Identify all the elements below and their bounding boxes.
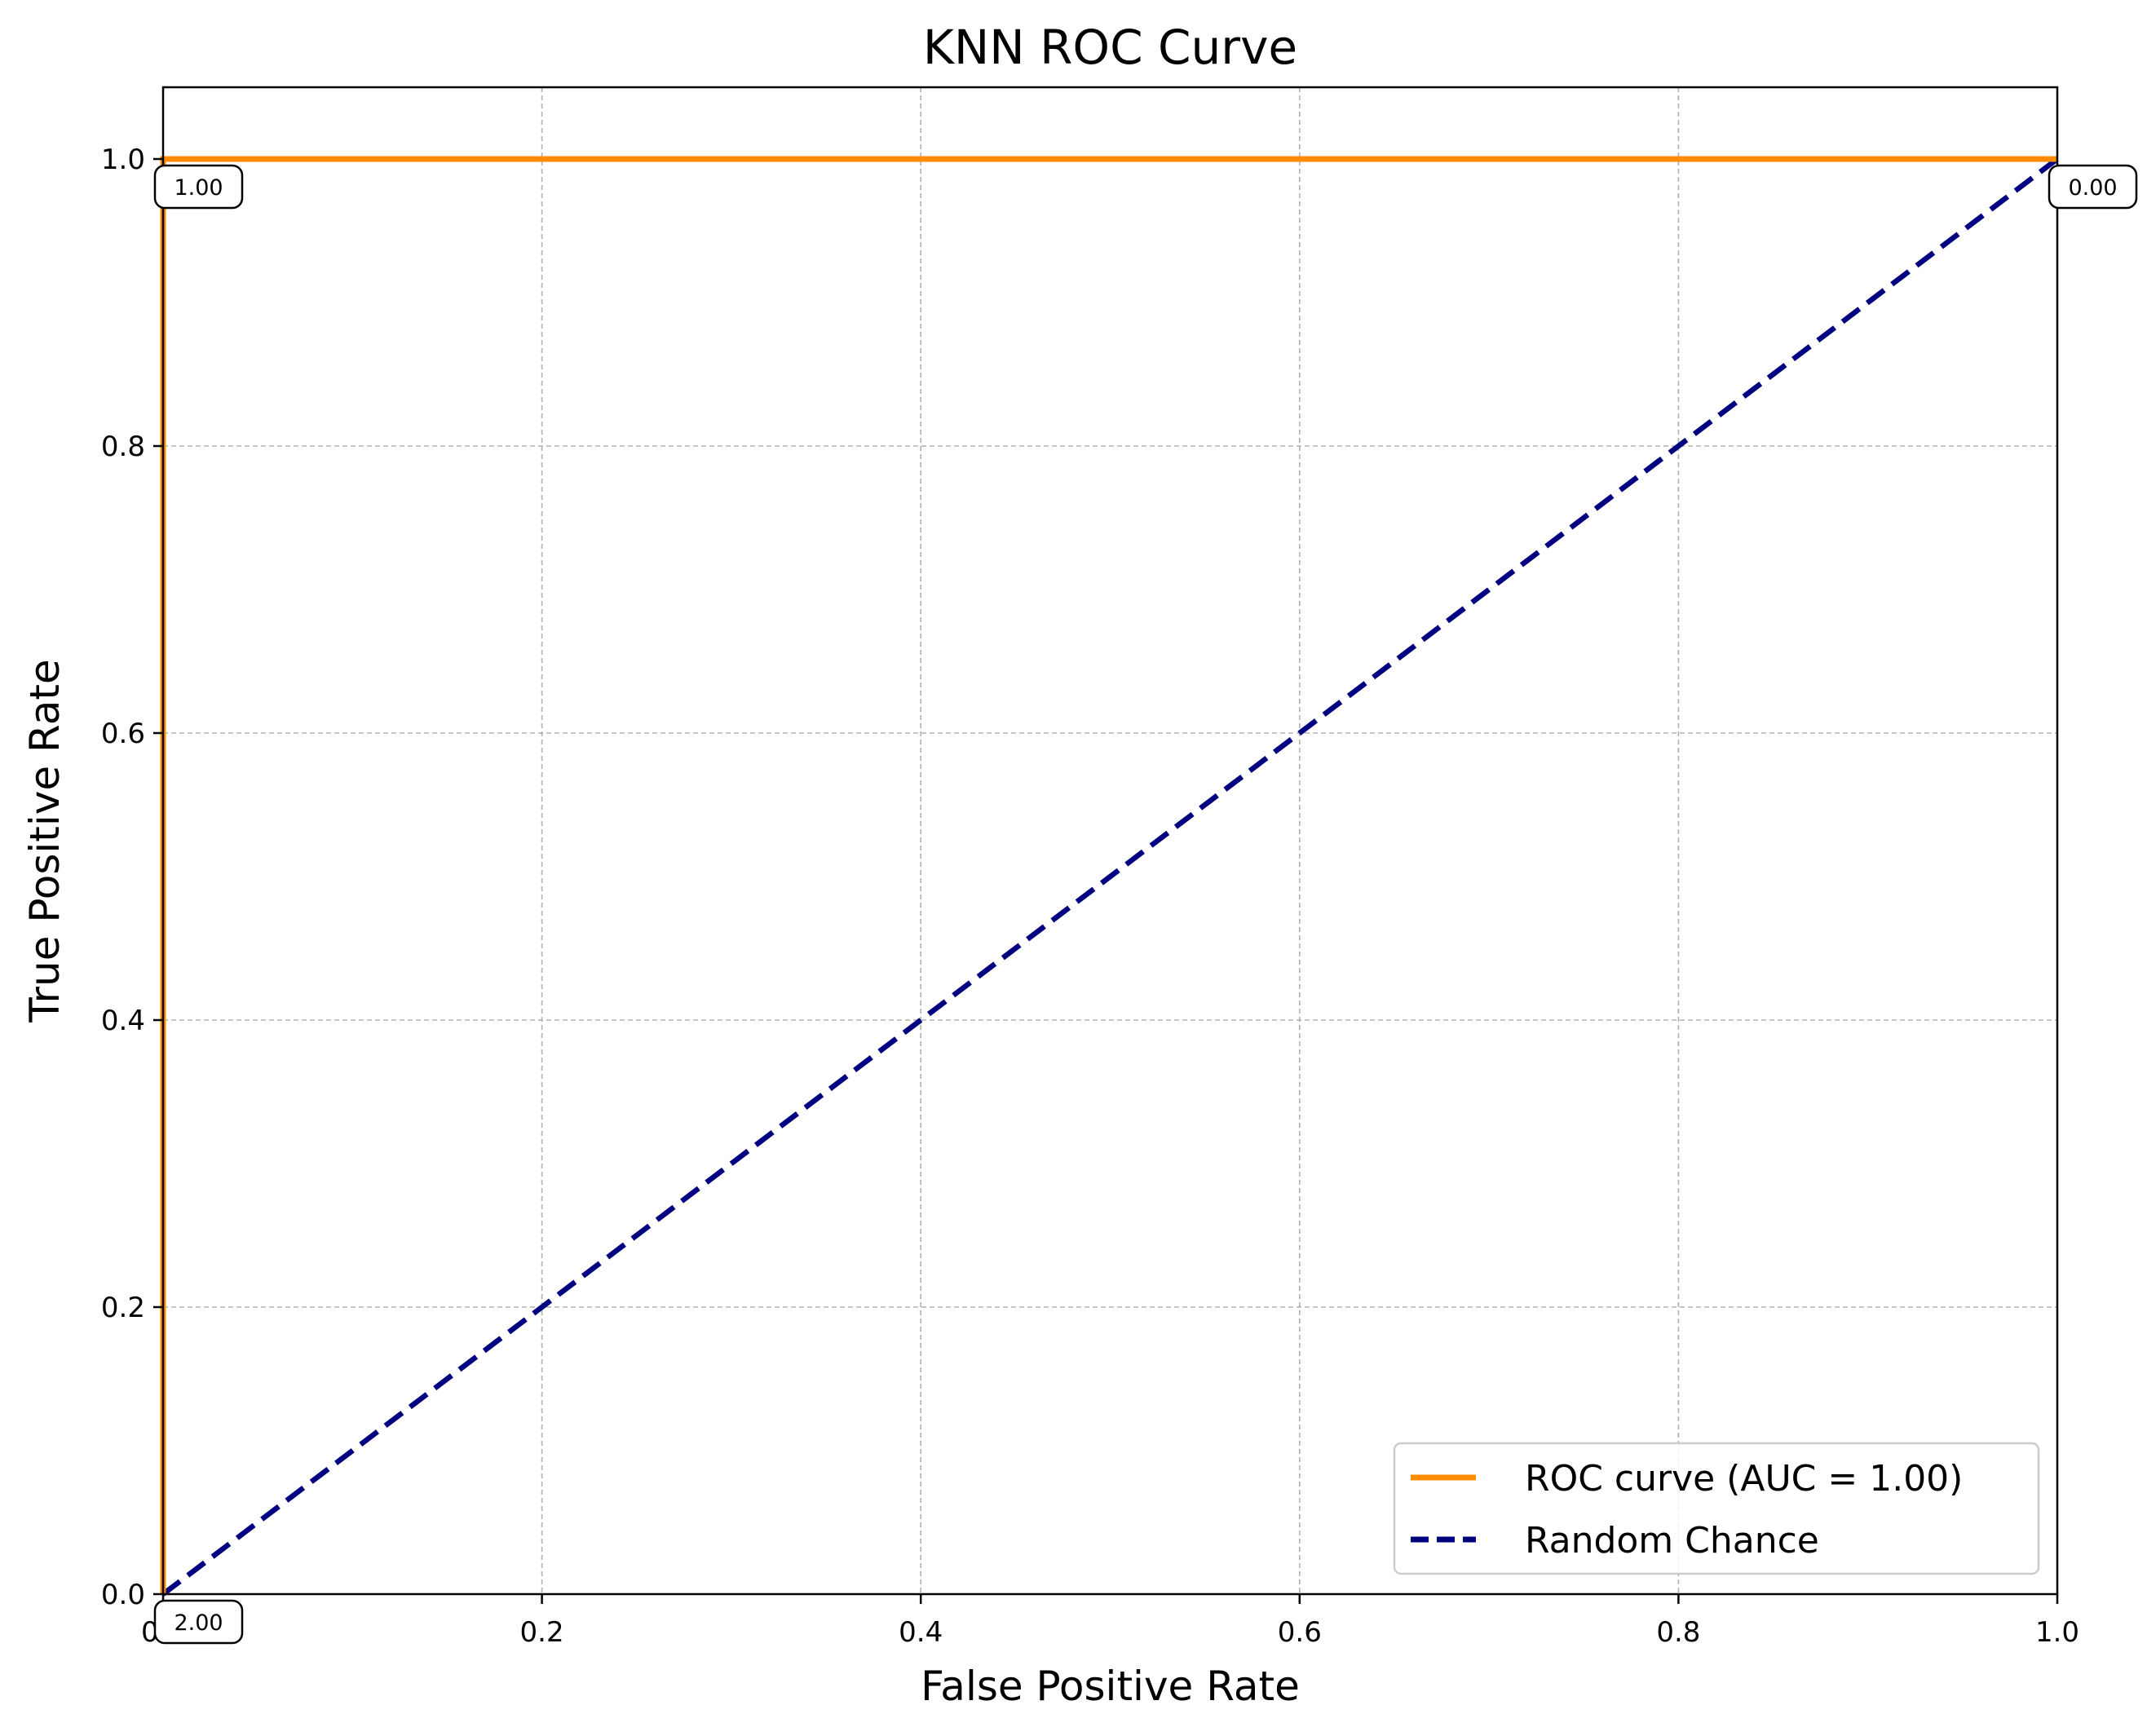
x-tick-label-5: 1.0 bbox=[2035, 1616, 2079, 1649]
annotation-label-2: 0.00 bbox=[2068, 175, 2117, 201]
legend-label-0: ROC curve (AUC = 1.00) bbox=[1525, 1458, 1963, 1500]
y-tick-label-1: 0.2 bbox=[101, 1292, 145, 1324]
x-tick-label-2: 0.4 bbox=[899, 1616, 943, 1649]
annotation-box-0 bbox=[153, 1599, 244, 1645]
annotation-box-2 bbox=[2048, 164, 2138, 210]
annotation-box-1 bbox=[153, 164, 244, 210]
x-tick-label-1: 0.2 bbox=[520, 1616, 564, 1649]
y-tick-label-3: 0.6 bbox=[101, 718, 145, 750]
y-tick-label-4: 0.8 bbox=[101, 431, 145, 463]
chart-title: KNN ROC Curve bbox=[923, 20, 1297, 75]
legend-box bbox=[1393, 1442, 2040, 1575]
threshold-annotations: 2.00 1.00 0.00 bbox=[153, 164, 2138, 1645]
y-axis-label: True Positive Rate bbox=[21, 659, 68, 1023]
x-tick-label-3: 0.6 bbox=[1278, 1616, 1322, 1649]
annotation-label-0: 2.00 bbox=[174, 1610, 223, 1636]
x-axis-label: False Positive Rate bbox=[921, 1663, 1300, 1710]
threshold-annotation-1: 1.00 bbox=[153, 164, 244, 210]
annotation-label-1: 1.00 bbox=[174, 175, 223, 201]
y-tick-label-5: 1.0 bbox=[101, 144, 145, 176]
threshold-annotation-0: 2.00 bbox=[153, 1599, 244, 1645]
y-tick-label-2: 0.4 bbox=[101, 1005, 145, 1037]
x-tick-label-4: 0.8 bbox=[1656, 1616, 1700, 1649]
series-line-1 bbox=[161, 157, 2059, 1597]
y-tick-label-0: 0.0 bbox=[101, 1579, 145, 1611]
threshold-annotation-2: 0.00 bbox=[2048, 164, 2138, 210]
legend-label-1: Random Chance bbox=[1525, 1520, 1819, 1562]
legend: ROC curve (AUC = 1.00) Random Chance bbox=[1393, 1442, 2040, 1575]
plot-frame bbox=[161, 86, 2059, 1596]
